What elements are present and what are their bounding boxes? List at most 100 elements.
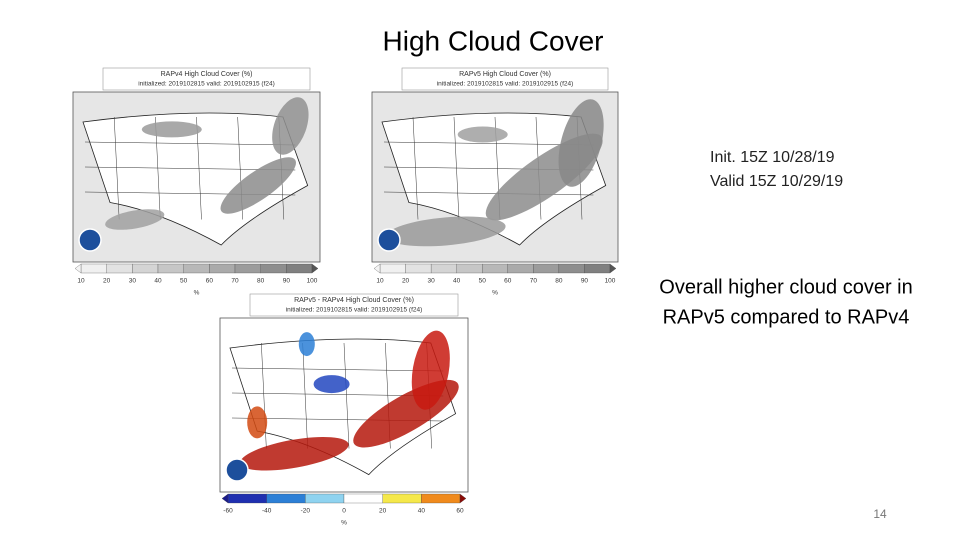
- colorbar-segment: [558, 263, 585, 274]
- colorbar-end: [459, 493, 467, 504]
- colorbar-tick-label: 90: [283, 278, 291, 285]
- noaa-logo: [225, 458, 249, 482]
- colorbar-tick-label: 50: [180, 278, 188, 285]
- colorbar-segment: [132, 263, 159, 274]
- noaa-logo: [377, 228, 401, 252]
- colorbar-tick-label: 80: [257, 278, 265, 285]
- colorbar-segment: [183, 263, 210, 274]
- colorbar-tick-label: 20: [402, 278, 410, 285]
- colorbar-tick-label: 70: [530, 278, 538, 285]
- colorbar-tick-label: 10: [77, 278, 85, 285]
- colorbar-tick-label: 100: [605, 278, 616, 285]
- map-content: [229, 330, 459, 476]
- colorbar-segment: [584, 263, 611, 274]
- colorbar-segment: [533, 263, 560, 274]
- colorbar-tick-label: 30: [129, 278, 137, 285]
- cloud-area: [558, 99, 604, 187]
- map-subtitle: initialized: 2019102815 valid: 201910291…: [286, 307, 423, 314]
- colorbar-tick-label: 50: [479, 278, 487, 285]
- map-panel: RAPv5 - RAPv4 High Cloud Cover (%) initia…: [219, 293, 469, 527]
- map-content: [82, 97, 309, 246]
- statement-line: RAPv5 compared to RAPv4: [663, 306, 910, 328]
- colorbar-end: [609, 263, 617, 274]
- colorbar-tick-label: 10: [376, 278, 384, 285]
- cloud-area: [411, 330, 450, 410]
- colorbar-segment: [405, 263, 432, 274]
- colorbar-segment: [260, 263, 287, 274]
- noaa-logo: [78, 228, 102, 252]
- colorbar-segment: [430, 263, 457, 274]
- colorbar-tick-label: 40: [418, 508, 426, 515]
- annotation-line: Valid 15Z 10/29/19: [710, 173, 843, 190]
- cloud-area: [272, 97, 309, 155]
- cloud-area: [386, 216, 506, 247]
- colorbar-segment: [379, 263, 406, 274]
- state-border: [383, 141, 594, 146]
- map-header: [102, 67, 311, 91]
- state-border: [343, 342, 350, 449]
- colorbar-segment: [421, 493, 461, 504]
- colorbar-tick-label: 60: [504, 278, 512, 285]
- slide-title: High Cloud Cover: [383, 25, 604, 56]
- colorbar-end: [373, 263, 381, 274]
- cloud-area: [313, 375, 350, 394]
- map-subtitle: initialized: 2019102815 valid: 201910291…: [138, 81, 275, 88]
- colorbar-tick-label: 20: [103, 278, 111, 285]
- colorbar-tick-label: 70: [231, 278, 239, 285]
- colorbar-tick-label: 40: [154, 278, 162, 285]
- colorbar-tick-label: 40: [453, 278, 461, 285]
- colorbar-tick-label: 80: [555, 278, 563, 285]
- colorbar-unit: %: [341, 520, 347, 527]
- colorbar-segment: [305, 493, 345, 504]
- map-title: RAPv5 High Cloud Cover (%): [459, 71, 551, 78]
- map-panel: RAPv4 High Cloud Cover (%) initialized: 2…: [72, 67, 321, 297]
- colorbar-end: [221, 493, 229, 504]
- colorbar-tick-label: 90: [581, 278, 589, 285]
- map-header: [401, 67, 609, 91]
- cloud-area: [141, 121, 202, 138]
- state-border: [196, 116, 202, 220]
- colorbar-tick-label: 20: [379, 508, 387, 515]
- colorbar-segment: [382, 493, 422, 504]
- map-content: [381, 99, 607, 247]
- colorbar-segment: [227, 493, 267, 504]
- state-border: [302, 342, 308, 449]
- colorbar-tick-label: -20: [301, 508, 311, 515]
- colorbar-unit: %: [194, 290, 200, 297]
- state-border: [383, 191, 594, 196]
- colorbar-tick-label: 60: [456, 508, 464, 515]
- colorbar-end: [74, 263, 82, 274]
- colorbar-segment: [209, 263, 236, 274]
- state-border: [412, 116, 419, 220]
- page-number: 14: [873, 507, 887, 521]
- colorbar-tick-label: 100: [307, 278, 318, 285]
- colorbar-tick-label: 0: [342, 508, 346, 515]
- colorbar-segment: [456, 263, 483, 274]
- cloud-area: [105, 209, 165, 230]
- colorbar-segment: [507, 263, 534, 274]
- map-header: [249, 293, 459, 317]
- colorbar-segment: [343, 493, 383, 504]
- map-subtitle: initialized: 2019102815 valid: 201910291…: [437, 81, 574, 88]
- cloud-area: [298, 332, 315, 357]
- state-border: [113, 116, 120, 220]
- colorbar-segment: [106, 263, 133, 274]
- cloud-area: [220, 157, 296, 214]
- cloud-area: [240, 436, 349, 471]
- colorbar-tick-label: -60: [223, 508, 233, 515]
- colorbar-tick-label: 60: [206, 278, 214, 285]
- colorbar-segment: [286, 263, 313, 274]
- map-title: RAPv4 High Cloud Cover (%): [161, 71, 253, 78]
- annotation-line: Init. 15Z 10/28/19: [710, 149, 835, 166]
- map-title: RAPv5 - RAPv4 High Cloud Cover (%): [294, 297, 414, 304]
- map-panel: RAPv5 High Cloud Cover (%) initialized: 2…: [371, 67, 619, 297]
- colorbar-end: [311, 263, 319, 274]
- statement-line: Overall higher cloud cover in: [659, 276, 912, 298]
- cloud-area: [457, 126, 508, 143]
- colorbar-unit: %: [492, 290, 498, 297]
- state-border: [84, 141, 296, 146]
- colorbar-tick-label: -40: [262, 508, 272, 515]
- colorbar-segment: [266, 493, 306, 504]
- colorbar-segment: [157, 263, 184, 274]
